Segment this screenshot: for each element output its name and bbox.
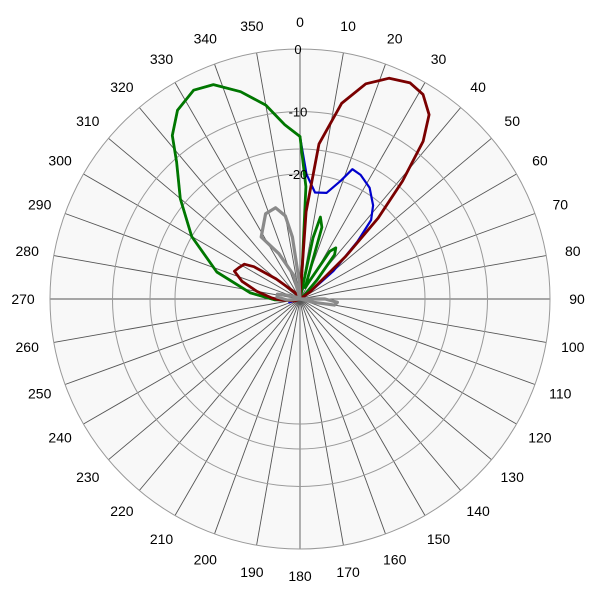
radial-tick-label: -20 <box>289 167 308 182</box>
angle-tick-label: 10 <box>340 18 356 34</box>
angle-tick-label: 340 <box>194 31 218 47</box>
angle-tick-label: 200 <box>194 551 218 567</box>
polar-grid <box>49 48 551 550</box>
angle-tick-label: 210 <box>150 531 174 547</box>
angle-tick-label: 190 <box>240 564 264 580</box>
angle-tick-label: 30 <box>431 51 447 67</box>
angle-tick-label: 330 <box>150 51 174 67</box>
series-line-4 <box>259 206 339 307</box>
angle-tick-label: 140 <box>466 503 490 519</box>
ring-0 <box>49 48 551 550</box>
angle-tick-label: 350 <box>240 18 264 34</box>
angle-tick-label: 300 <box>48 153 72 169</box>
radial-tick-label: -10 <box>289 105 308 120</box>
angle-tick-label: 90 <box>569 291 585 307</box>
angle-tick-label: 250 <box>28 386 52 402</box>
angle-tick-label: 280 <box>16 243 40 259</box>
angle-tick-label: 100 <box>561 339 585 355</box>
angle-tick-label: 60 <box>532 153 548 169</box>
angle-tick-label: 310 <box>76 113 100 129</box>
radial-tick-label: 0 <box>294 42 301 57</box>
series-layer <box>170 76 431 307</box>
angle-tick-label: 180 <box>288 568 312 584</box>
angle-tick-label: 150 <box>427 531 451 547</box>
ring--20 <box>174 173 426 425</box>
angle-tick-label: 110 <box>549 386 572 402</box>
angle-tick-label: 80 <box>565 243 581 259</box>
ring-inner <box>149 148 451 450</box>
angle-tick-label: 290 <box>28 196 52 212</box>
ring--10 <box>112 111 488 487</box>
angle-tick-label: 0 <box>296 14 304 30</box>
angle-tick-label: 160 <box>383 551 407 567</box>
angle-tick-label: 70 <box>553 196 569 212</box>
angle-tick-label: 40 <box>470 79 486 95</box>
angle-tick-label: 170 <box>336 564 360 580</box>
angle-tick-label: 20 <box>387 31 403 47</box>
label-layer: 0 10 20 30 40 50 60 70 80 90 100 110 120 130 140 150 160… <box>11 14 585 584</box>
angle-tick-label: 260 <box>16 339 40 355</box>
angle-tick-label: 50 <box>504 113 520 129</box>
angle-tick-label: 240 <box>48 430 72 446</box>
angle-tick-label: 270 <box>11 291 35 307</box>
angle-tick-label: 230 <box>76 469 100 485</box>
angle-tick-label: 130 <box>501 469 525 485</box>
angle-tick-label: 220 <box>110 503 134 519</box>
angle-tick-label: 320 <box>110 79 134 95</box>
angle-tick-label: 120 <box>528 430 552 446</box>
